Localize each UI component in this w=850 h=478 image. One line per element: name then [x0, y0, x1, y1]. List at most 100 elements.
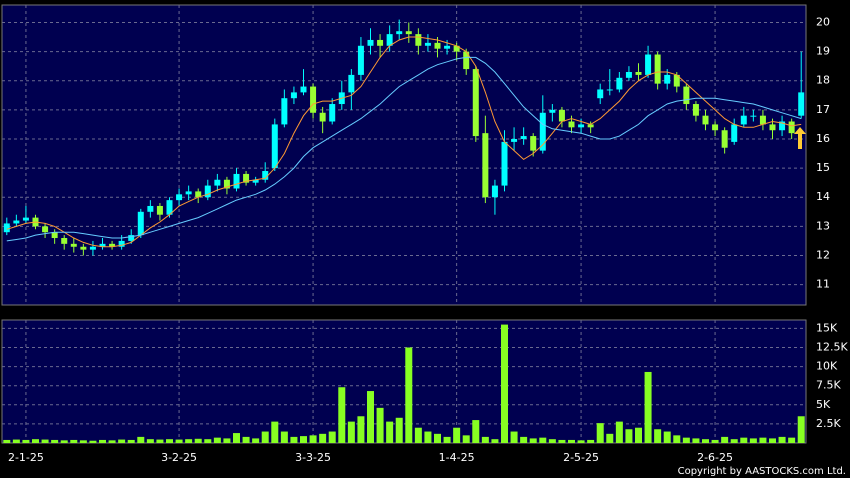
- candle-body: [511, 138, 518, 142]
- volume-bar: [424, 431, 432, 443]
- volume-bar: [625, 429, 633, 443]
- arrow-icon: [794, 127, 806, 149]
- candle-body: [51, 232, 58, 239]
- volume-bar: [280, 431, 288, 443]
- volume-bar: [309, 435, 317, 443]
- x-tick-label: 3-3-25: [295, 451, 331, 464]
- candle-body: [673, 74, 680, 87]
- y-tick-label: 15K: [816, 321, 838, 334]
- volume-bar: [769, 438, 776, 443]
- volume-bar: [79, 440, 87, 443]
- volume-bar: [472, 420, 480, 443]
- candle-body: [683, 86, 690, 105]
- candle-body: [290, 92, 297, 99]
- candle-body: [424, 42, 431, 46]
- candle-body: [262, 171, 269, 180]
- candle-body: [214, 179, 221, 186]
- volume-bar: [70, 439, 78, 443]
- volume-bar: [759, 437, 767, 443]
- volume-bar: [319, 433, 327, 443]
- volume-bar: [615, 421, 623, 443]
- volume-bar: [778, 436, 786, 443]
- volume-bar: [730, 439, 738, 443]
- candle-body: [472, 69, 479, 137]
- candle-body: [731, 124, 738, 142]
- volume-bar: [577, 440, 585, 443]
- volume-bar: [529, 438, 537, 443]
- candle-body: [137, 211, 144, 236]
- y-tick-label: 5K: [816, 398, 831, 411]
- y-tick-label: 11: [816, 278, 830, 291]
- candle-body: [252, 179, 259, 183]
- volume-bar: [692, 438, 700, 443]
- volume-bar: [376, 407, 384, 443]
- volume-bar: [108, 440, 116, 443]
- candle-body: [539, 112, 546, 151]
- volume-bar: [520, 436, 528, 443]
- candle-body: [329, 104, 336, 122]
- volume-bar: [166, 439, 173, 443]
- candle-body: [501, 141, 508, 186]
- candle-body: [664, 74, 671, 84]
- candle-body: [243, 173, 250, 183]
- volume-bar: [501, 324, 508, 443]
- volume-bar: [185, 439, 193, 443]
- candle-body: [22, 217, 29, 221]
- volume-bar: [99, 439, 106, 443]
- candle-body: [195, 191, 202, 198]
- volume-bar: [644, 371, 652, 443]
- volume-bar: [481, 436, 489, 443]
- candle-body: [606, 89, 613, 91]
- candle-body: [396, 31, 403, 35]
- candle-body: [3, 223, 10, 233]
- candle-body: [702, 115, 709, 125]
- volume-bar: [596, 423, 604, 443]
- y-tick-label: 19: [816, 45, 830, 58]
- candle-body: [779, 121, 786, 131]
- volume-bar: [300, 436, 307, 443]
- candle-body: [587, 124, 594, 128]
- candle-body: [654, 54, 661, 84]
- volume-bar: [558, 439, 566, 443]
- candle-body: [692, 104, 699, 116]
- volume-bar: [510, 431, 518, 443]
- y-tick-label: 13: [816, 219, 830, 232]
- candle-body: [415, 34, 422, 46]
- candle-body: [788, 121, 795, 134]
- volume-bar: [223, 438, 231, 443]
- x-tick-label: 3-2-25: [161, 451, 197, 464]
- x-tick-label: 2-6-25: [697, 451, 733, 464]
- candle-body: [597, 89, 604, 99]
- candle-body: [721, 130, 728, 148]
- volume-bar: [462, 435, 470, 443]
- copyright: Copyright by AASTOCKS.com Ltd.: [678, 466, 846, 477]
- y-tick-label: 17: [816, 103, 830, 116]
- volume-bar: [749, 438, 757, 443]
- candle-body: [386, 34, 393, 46]
- volume-bar: [290, 436, 298, 443]
- volume-bar: [204, 439, 212, 443]
- candle-body: [281, 98, 288, 125]
- volume-bar: [22, 439, 30, 443]
- volume-bar: [682, 437, 690, 443]
- candle-body: [530, 136, 537, 151]
- candle-body: [434, 42, 441, 49]
- moving-average-line: [6, 56, 802, 242]
- volume-bar: [137, 436, 145, 443]
- volume-bar: [405, 347, 413, 443]
- volume-bar: [175, 439, 183, 443]
- candle-body: [128, 235, 135, 241]
- candle-body: [233, 173, 240, 189]
- volume-bar: [146, 439, 154, 443]
- volume-bar: [127, 439, 135, 443]
- candle-body: [712, 124, 719, 131]
- volume-bar: [721, 436, 729, 443]
- candle-body: [568, 121, 575, 128]
- candle-body: [444, 45, 451, 49]
- volume-bar: [797, 416, 805, 443]
- candle-body: [405, 31, 412, 35]
- candle-body: [223, 179, 230, 189]
- x-tick-label: 2-1-25: [8, 451, 44, 464]
- volume-bar: [395, 417, 403, 443]
- candle-body: [348, 74, 355, 93]
